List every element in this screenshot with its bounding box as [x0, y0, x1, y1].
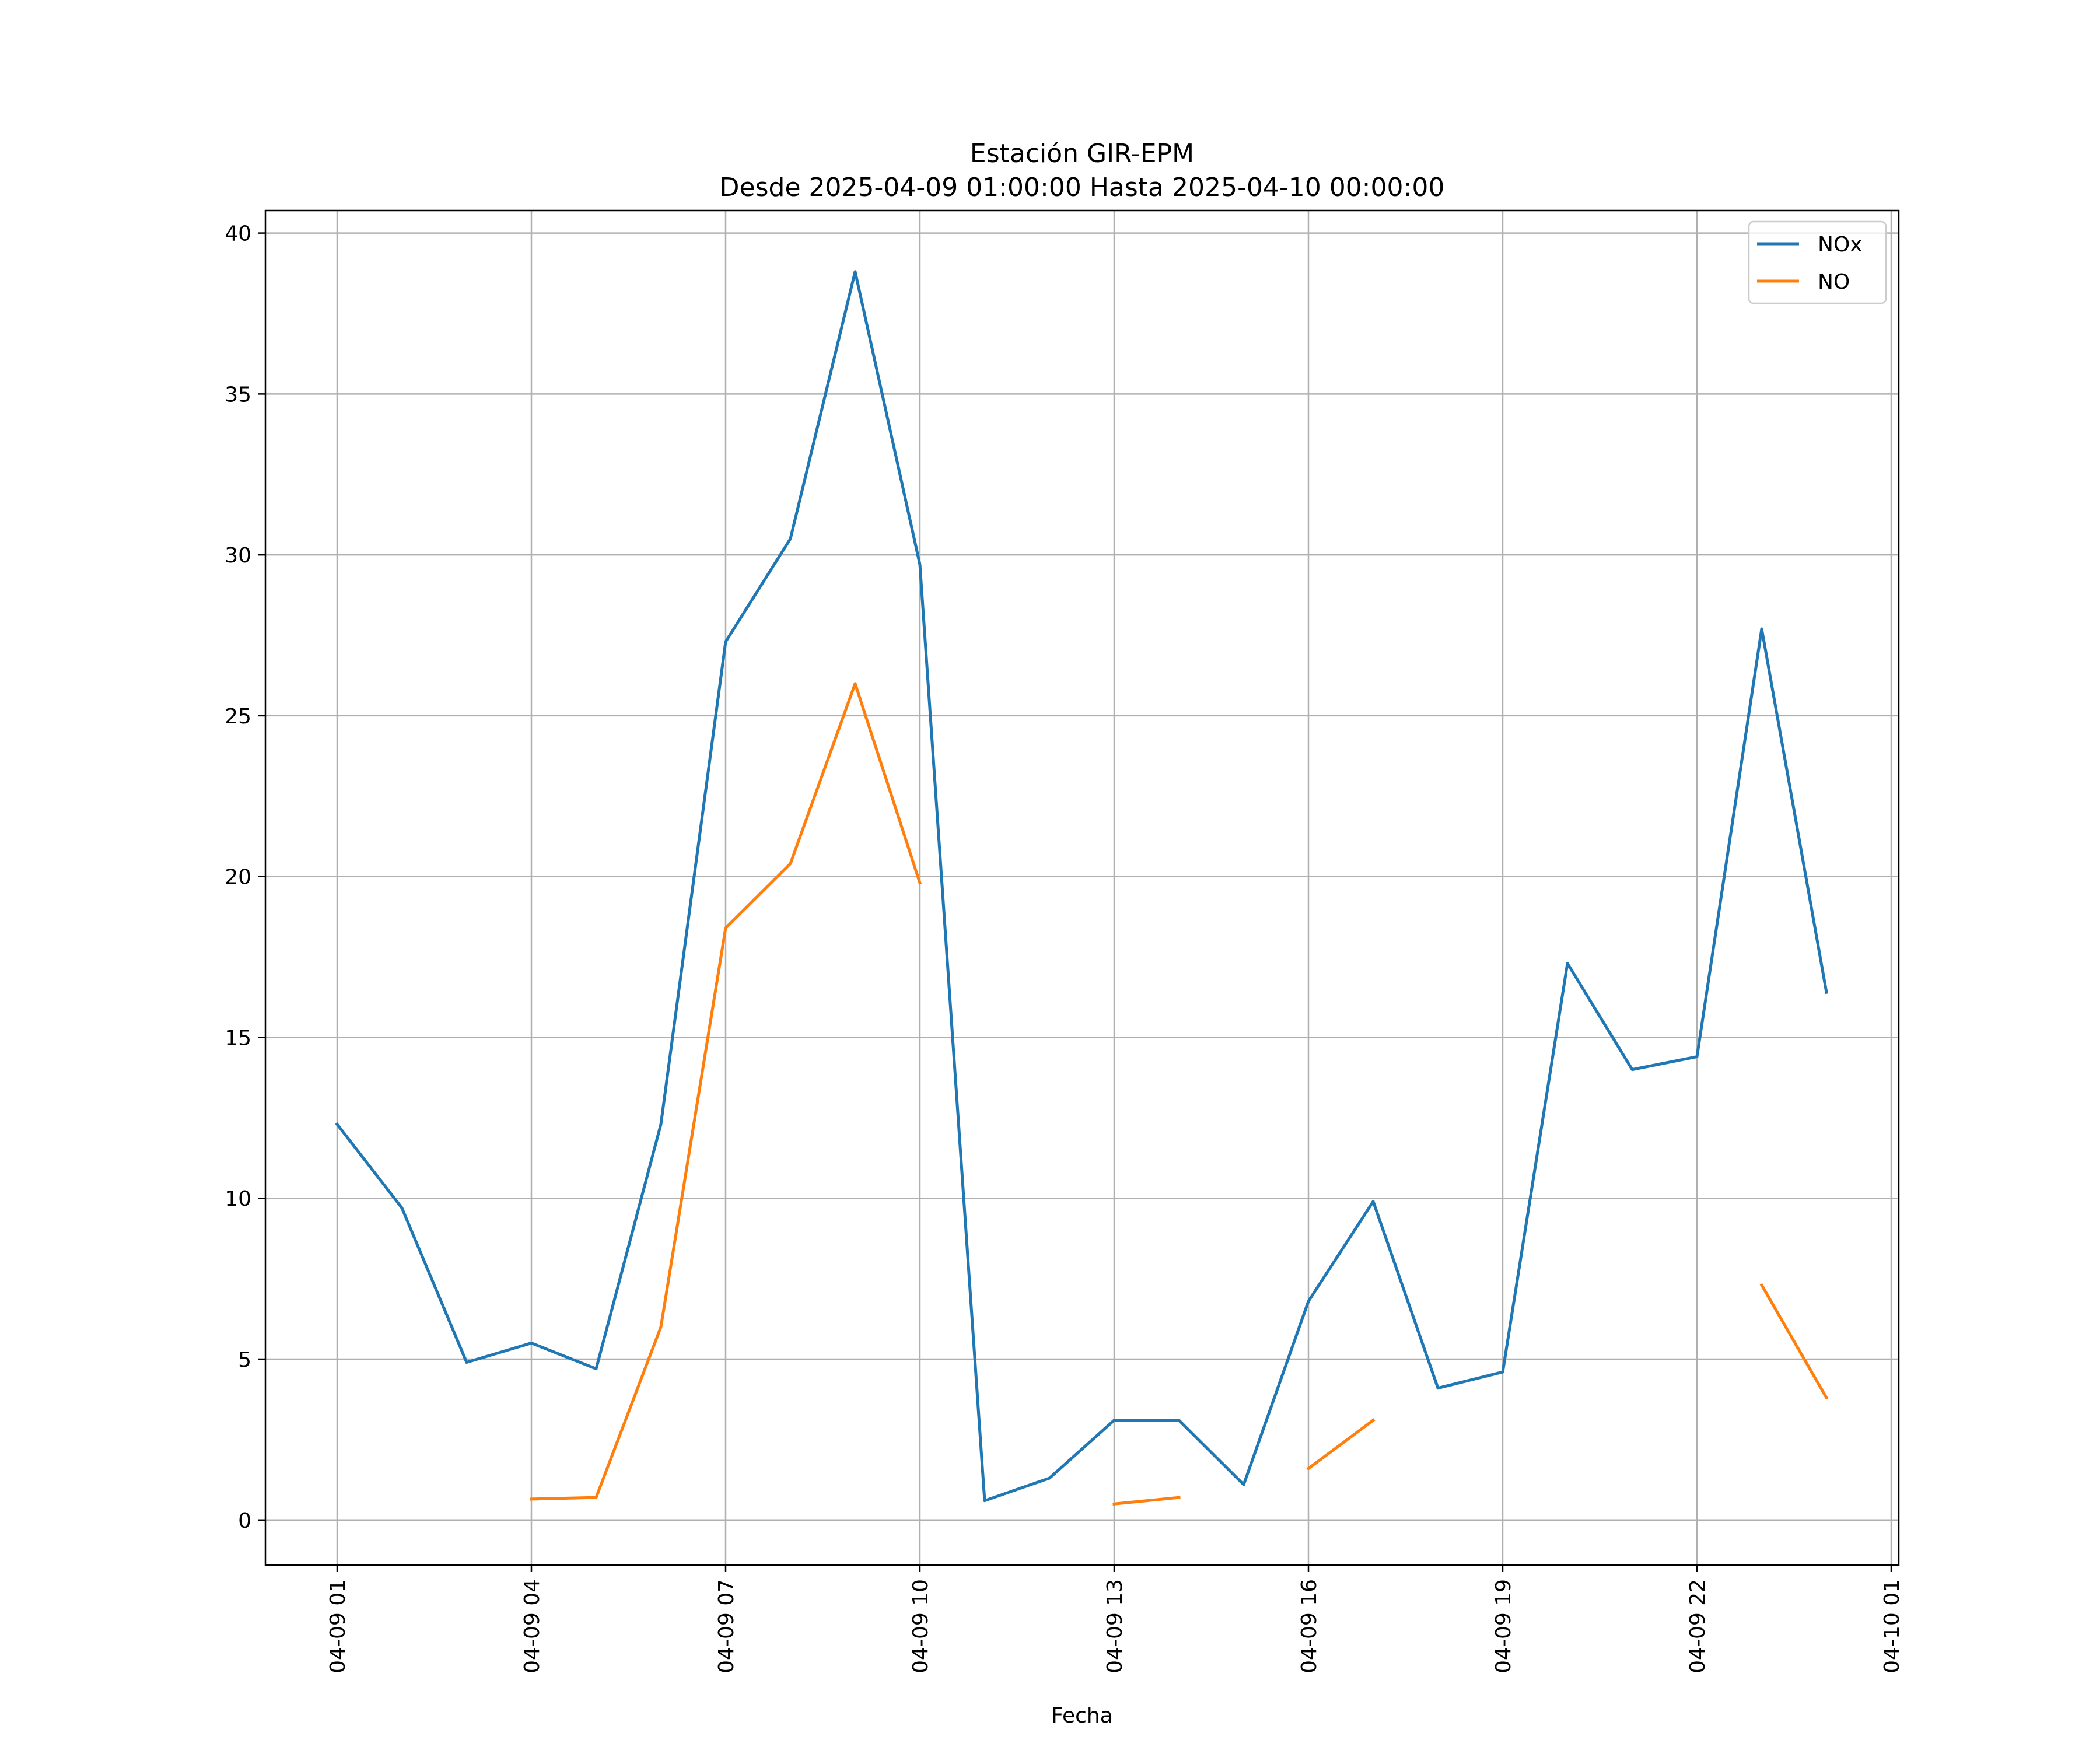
x-axis-label: Fecha [1051, 1704, 1113, 1728]
y-tick-label-5: 25 [225, 705, 251, 729]
legend-label-nox: NOx [1818, 233, 1863, 257]
series-nox-segment-0 [335, 270, 1828, 1503]
series-lines [335, 270, 1829, 1506]
series-no-segment-2 [1306, 1418, 1376, 1471]
chart-title-line-2: Desde 2025-04-09 01:00:00 Hasta 2025-04-… [720, 173, 1445, 202]
y-tick-label-3: 15 [225, 1026, 251, 1050]
series-no-segment-0 [530, 682, 922, 1501]
x-tick-label-4: 04-09 13 [1103, 1579, 1127, 1674]
y-tick-label-7: 35 [225, 383, 251, 407]
x-tick-label-1: 04-09 04 [520, 1579, 544, 1674]
series-nox [335, 270, 1828, 1503]
x-tick-label-6: 04-09 19 [1492, 1579, 1516, 1674]
legend: NOx NO [1748, 220, 1887, 304]
y-tick-label-6: 30 [225, 544, 251, 568]
y-tick-label-2: 10 [225, 1187, 251, 1211]
x-tick-label-5: 04-09 16 [1297, 1579, 1321, 1674]
y-tick-label-0: 0 [238, 1509, 251, 1533]
y-tick-label-8: 40 [225, 222, 251, 246]
plot-frame [264, 209, 1900, 1566]
y-tick-label-4: 20 [225, 866, 251, 890]
series-no-segment-3 [1759, 1283, 1829, 1400]
series-no [530, 682, 1829, 1506]
legend-label-no: NO [1818, 270, 1850, 294]
axes [258, 209, 1900, 1572]
x-tick-label-7: 04-09 22 [1686, 1579, 1710, 1674]
grid-lines [265, 211, 1899, 1565]
x-tick-label-0: 04-09 01 [326, 1579, 350, 1674]
series-no-segment-1 [1112, 1496, 1181, 1506]
chart-title-line-1: Estación GIR-EPM [970, 139, 1194, 169]
legend-box [1748, 220, 1887, 304]
x-tick-label-3: 04-09 10 [909, 1579, 933, 1674]
x-tick-label-2: 04-09 07 [715, 1579, 738, 1674]
x-tick-label-8: 04-10 01 [1880, 1579, 1904, 1674]
y-tick-label-1: 5 [238, 1348, 251, 1372]
tick-labels: 0 5 10 15 20 25 30 35 40 04-09 01 04-09 04 04-09 07… [225, 222, 1904, 1674]
